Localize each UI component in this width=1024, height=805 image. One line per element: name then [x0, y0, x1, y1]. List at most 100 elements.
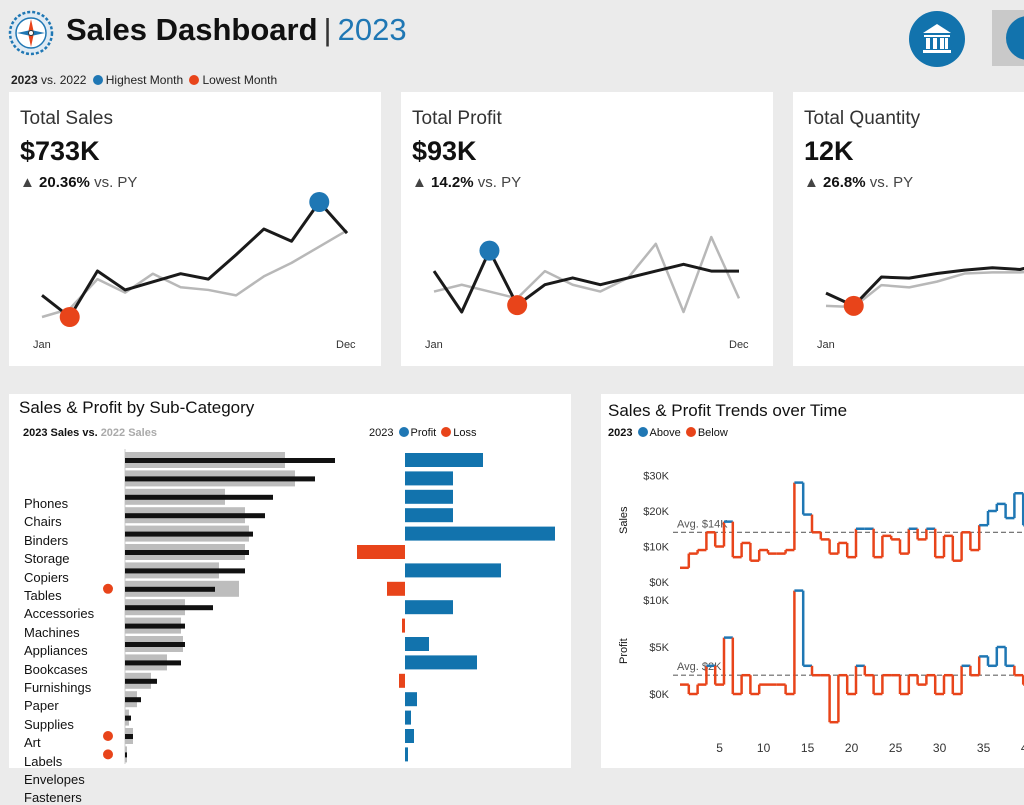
y-tick-label: $20K: [643, 506, 669, 518]
current-sales-bar: [125, 494, 273, 500]
kpi-label: Total Sales: [20, 108, 113, 129]
sales-legend-prior: 2022 Sales: [100, 427, 157, 439]
profit-legend-loss: Loss: [453, 427, 477, 439]
x-tick-label: 30: [933, 741, 947, 755]
profit-bar: [405, 747, 408, 762]
trends-legend-above: Above: [649, 427, 681, 439]
kpi-label: Total Quantity: [804, 108, 921, 129]
category-label: Accessories: [24, 606, 95, 622]
y-axis-label: Sales: [618, 506, 630, 534]
prior-year-line: [433, 235, 741, 314]
trends-chart: $30K $20K $10K $0K Sales Avg. $14K $10K $5K $0K P…: [618, 471, 1024, 755]
current-sales-bar: [125, 623, 185, 629]
category-label: Phones: [24, 496, 69, 511]
panel-title: Sales & Profit by Sub-Category: [19, 398, 255, 417]
kpi-card-sales[interactable]: Total Sales $733K ▲ 20.36% vs. PY Jan De…: [9, 92, 381, 366]
current-sales-bar: [125, 697, 141, 703]
kpi-card-profit[interactable]: Total Profit $93K ▲ 14.2% vs. PY Jan Dec: [401, 92, 773, 366]
current-sales-bar: [125, 734, 133, 739]
x-tick-label: 25: [889, 741, 903, 755]
category-label: Labels: [24, 753, 63, 769]
x-tick-label: 20: [845, 741, 859, 755]
legend-year: 2023: [11, 73, 38, 87]
profit-bar: [405, 692, 417, 707]
current-sales-bar: [125, 513, 265, 519]
y-tick-label: $10K: [643, 595, 669, 607]
bank-icon: [923, 24, 951, 53]
highest-month-dot: [309, 192, 330, 212]
loss-marker-dot: [103, 583, 113, 594]
above-dot: [637, 427, 648, 437]
category-label: Binders: [24, 532, 69, 548]
prior-year-line: [41, 229, 348, 319]
current-sales-bar: [125, 458, 335, 463]
category-label: Tables: [24, 588, 62, 603]
loss-marker-dot: [103, 749, 113, 760]
average-label: Avg. $2K: [677, 661, 722, 673]
profit-bar: [405, 600, 453, 615]
lowest-month-dot: [843, 295, 864, 316]
profit-bar: [405, 526, 555, 541]
y-tick-label: $10K: [643, 542, 669, 554]
current-sales-bar: [125, 605, 213, 611]
profit-legend-year: 2023: [369, 427, 394, 439]
y-tick-label: $0K: [649, 577, 669, 589]
current-sales-bar: [125, 678, 157, 684]
category-label: Supplies: [24, 716, 74, 732]
compass-icon: [8, 10, 54, 56]
highest-dot: [92, 75, 103, 85]
nav-tab-icon: [1006, 16, 1024, 60]
title-text: Sales Dashboard: [66, 12, 318, 47]
x-tick-label: 35: [977, 741, 991, 755]
kpi-change: ▲ 26.8% vs. PY: [804, 174, 914, 191]
subcategory-panel: Sales & Profit by Sub-Category 2023 Sale…: [9, 394, 571, 805]
current-sales-bar: [125, 476, 315, 482]
category-label: Chairs: [24, 514, 62, 530]
below-dot: [685, 427, 696, 437]
current-year-line: [41, 200, 349, 319]
category-label: Art: [24, 735, 41, 751]
profit-bar: [405, 471, 453, 486]
category-label: Paper: [24, 698, 59, 714]
lowest-month-dot: [507, 295, 528, 316]
current-sales-bar: [125, 642, 185, 647]
profit-bar: [387, 581, 405, 596]
y-tick-label: $5K: [649, 642, 669, 654]
trends-panel: Sales & Profit Trends over Time 2023 Abo…: [601, 394, 1024, 768]
axis-start: Jan: [817, 339, 835, 351]
x-tick-label: 5: [716, 741, 723, 755]
profit-bar: [402, 618, 405, 633]
bank-button[interactable]: [909, 11, 965, 67]
x-tick-label: 15: [801, 741, 815, 755]
profit-bar: [405, 655, 477, 670]
profit-bar: [405, 489, 453, 504]
title-year: 2023: [337, 12, 407, 47]
sales-sparkline: [41, 192, 349, 327]
dashboard-title: Sales Dashboard | 2023: [66, 12, 407, 48]
kpi-change-value: 20.36%: [39, 174, 90, 191]
current-sales-bar: [125, 586, 215, 592]
profit-legend: 2023 Profit Loss: [369, 427, 477, 439]
lowest-dot: [189, 75, 200, 85]
current-sales-bar: [125, 660, 181, 666]
kpi-card-quantity[interactable]: Total Quantity 12K ▲ 26.8% vs. PY Jan: [793, 92, 1024, 366]
category-label: Storage: [24, 551, 70, 567]
current-sales-bar: [125, 550, 249, 555]
legend-lowest: Lowest Month: [202, 73, 278, 87]
profit-legend-profit: Profit: [410, 427, 437, 439]
kpi-change: ▲ 20.36% vs. PY: [20, 174, 138, 191]
panel-title: Sales & Profit Trends over Time: [608, 401, 848, 420]
profit-bar: [357, 545, 405, 559]
y-tick-label: $0K: [649, 689, 669, 701]
y-tick-label: $30K: [643, 471, 669, 483]
trends-legend-below: Below: [697, 427, 728, 439]
profit-bar: [405, 710, 411, 725]
category-label: Fasteners: [24, 790, 82, 805]
current-sales-bar: [125, 752, 127, 758]
current-sales-bar: [125, 715, 131, 721]
kpi-change-value: 26.8%: [823, 174, 866, 191]
profit-bar: [405, 563, 501, 578]
category-label: Copiers: [24, 569, 69, 585]
current-year-line: [432, 249, 739, 314]
nav-tab[interactable]: [992, 10, 1024, 66]
